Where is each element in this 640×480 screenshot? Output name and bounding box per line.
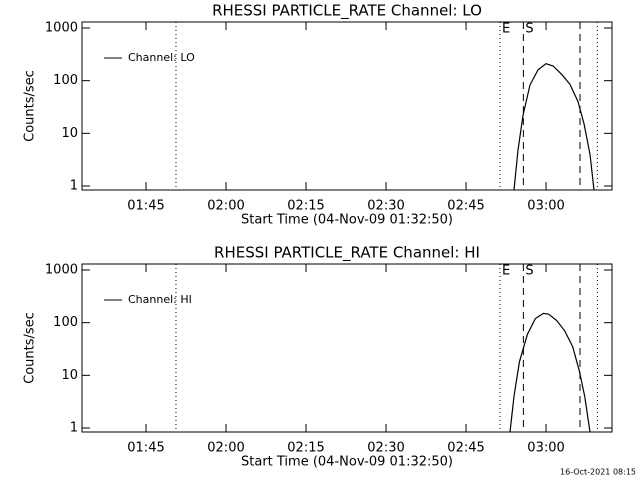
y-tick-label: 1 (70, 179, 78, 194)
x-tick-label: 02:15 (287, 199, 324, 214)
legend-label: Channel: HI (128, 293, 192, 306)
legend-label: Channel: LO (128, 51, 195, 64)
y-tick-label: 1 (70, 421, 78, 436)
x-tick-label: 02:00 (207, 199, 244, 214)
x-tick-label: 01:45 (127, 441, 164, 456)
event-label: S (525, 264, 533, 279)
event-label: E (502, 264, 510, 279)
x-tick-label: 02:45 (447, 199, 484, 214)
x-tick-label: 02:30 (367, 199, 404, 214)
x-tick-label: 03:00 (527, 441, 564, 456)
chart-title: RHESSI PARTICLE_RATE Channel: HI (214, 244, 480, 263)
data-line (509, 312, 591, 433)
y-axis-label: Counts/sec (23, 70, 38, 142)
event-label: S (525, 22, 533, 37)
y-tick-label: 100 (53, 73, 78, 88)
footer: 16-Oct-2021 08:15 (560, 468, 636, 477)
x-tick-label: 02:00 (207, 441, 244, 456)
x-tick-label: 02:45 (447, 441, 484, 456)
x-axis-label: Start Time (04-Nov-09 01:32:50) (241, 213, 453, 228)
data-line (513, 63, 595, 191)
x-tick-label: 02:30 (367, 441, 404, 456)
event-label: E (502, 22, 510, 37)
y-axis-label: Counts/sec (23, 312, 38, 384)
y-tick-label: 1000 (45, 21, 78, 36)
x-tick-label: 02:15 (287, 441, 324, 456)
x-axis-label: Start Time (04-Nov-09 01:32:50) (241, 455, 453, 470)
plot-frame (81, 263, 613, 433)
x-tick-label: 01:45 (127, 199, 164, 214)
y-tick-label: 10 (61, 126, 78, 141)
y-tick-label: 100 (53, 315, 78, 330)
chart-title: RHESSI PARTICLE_RATE Channel: LO (212, 2, 482, 21)
y-tick-label: 10 (61, 368, 78, 383)
x-tick-label: 03:00 (527, 199, 564, 214)
y-tick-label: 1000 (45, 263, 78, 278)
plot-frame (81, 21, 613, 191)
